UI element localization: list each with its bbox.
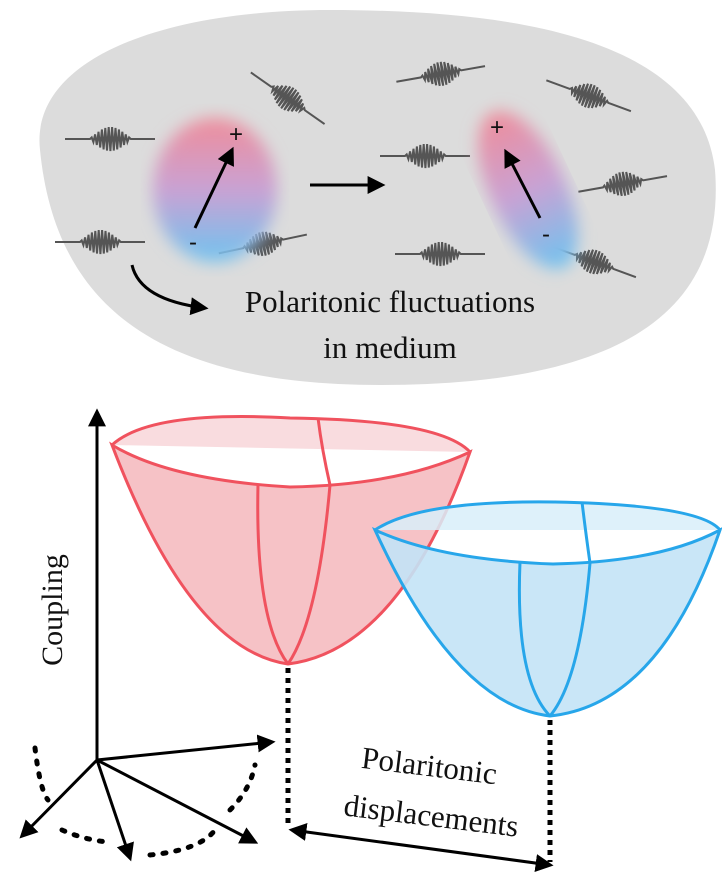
axis-label: Coupling	[36, 554, 69, 666]
diagram: + - + - Polaritonic fluctuations in medi…	[0, 0, 722, 874]
caption: Polaritonic fluctuations	[245, 284, 535, 319]
plus-sign: +	[490, 114, 504, 141]
axis	[22, 760, 97, 836]
potential-red	[112, 417, 470, 664]
axis	[97, 742, 272, 760]
displacement-label: Polaritonic	[360, 740, 499, 791]
medium-blob	[39, 10, 715, 385]
plus-sign: +	[229, 121, 243, 148]
dipole-cloud	[153, 118, 277, 262]
minus-sign: -	[542, 221, 550, 248]
dots	[35, 748, 255, 855]
caption: in medium	[323, 330, 456, 365]
displacement-label: displacements	[342, 788, 521, 844]
minus-sign: -	[189, 229, 197, 256]
